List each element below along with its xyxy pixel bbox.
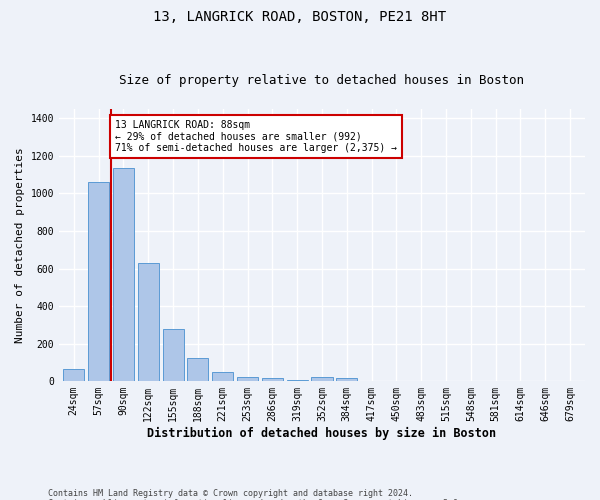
Bar xyxy=(113,168,134,381)
Text: Contains public sector information licensed under the Open Government Licence v3: Contains public sector information licen… xyxy=(48,498,463,500)
Bar xyxy=(63,369,85,381)
Bar xyxy=(237,378,258,381)
Bar xyxy=(187,358,208,381)
X-axis label: Distribution of detached houses by size in Boston: Distribution of detached houses by size … xyxy=(148,427,497,440)
Text: 13 LANGRICK ROAD: 88sqm
← 29% of detached houses are smaller (992)
71% of semi-d: 13 LANGRICK ROAD: 88sqm ← 29% of detache… xyxy=(115,120,397,154)
Text: Contains HM Land Registry data © Crown copyright and database right 2024.: Contains HM Land Registry data © Crown c… xyxy=(48,488,413,498)
Y-axis label: Number of detached properties: Number of detached properties xyxy=(15,147,25,343)
Bar xyxy=(311,378,332,381)
Title: Size of property relative to detached houses in Boston: Size of property relative to detached ho… xyxy=(119,74,524,87)
Bar xyxy=(336,378,358,381)
Bar xyxy=(138,263,159,381)
Bar xyxy=(212,372,233,381)
Text: 13, LANGRICK ROAD, BOSTON, PE21 8HT: 13, LANGRICK ROAD, BOSTON, PE21 8HT xyxy=(154,10,446,24)
Bar xyxy=(163,328,184,381)
Bar xyxy=(287,380,308,381)
Bar xyxy=(262,378,283,381)
Bar xyxy=(88,182,109,381)
